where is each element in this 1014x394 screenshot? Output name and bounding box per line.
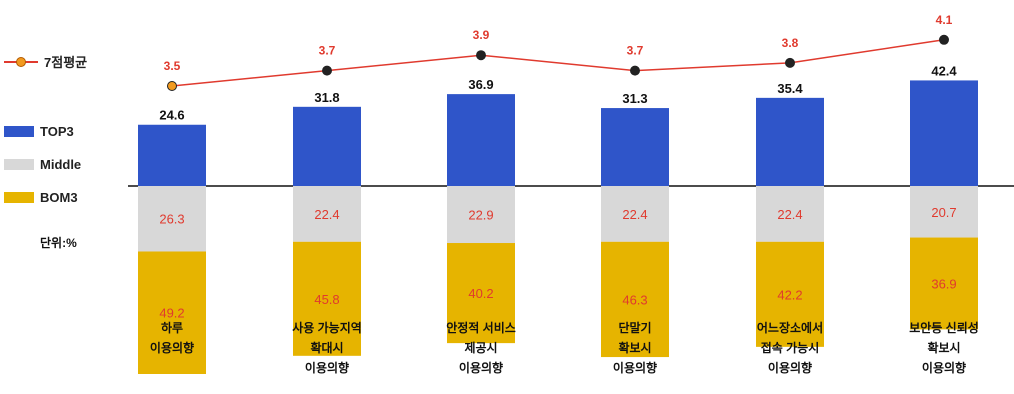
bar-middle: [293, 186, 361, 242]
category-label: 어느장소에서 접속 가능시 이용의향: [756, 321, 824, 375]
bar-bottom3: [447, 243, 515, 344]
label-bottom3: 36.9: [931, 276, 956, 291]
label-bottom3: 46.3: [622, 292, 647, 307]
unit-label: 단위:%: [40, 236, 77, 250]
legend-bottom3-swatch: [4, 192, 34, 203]
legend-top3-label: TOP3: [40, 124, 74, 139]
bar-bottom3: [756, 241, 824, 347]
average-point: [939, 34, 949, 45]
average-point: [785, 57, 795, 68]
label-bottom3: 45.8: [314, 292, 339, 307]
average-label: 4.1: [936, 13, 953, 27]
label-bottom3: 42.2: [777, 287, 802, 302]
bar-top3: [910, 80, 978, 186]
bar-bottom3: [910, 237, 978, 330]
category-label: 하루 이용의향: [149, 321, 195, 355]
label-top3: 42.4: [931, 63, 957, 78]
average-point: [630, 65, 640, 76]
average-label: 3.7: [627, 44, 644, 58]
legend-item-middle: Middle: [4, 157, 81, 172]
bar-top3: [138, 124, 206, 186]
legend-item-top3: TOP3: [4, 124, 74, 139]
legend-item-line: 7점평균: [4, 52, 87, 71]
average-label: 3.8: [782, 36, 799, 50]
average-point: [167, 81, 177, 91]
bar-bottom3: [293, 241, 361, 356]
label-middle: 22.4: [622, 207, 647, 222]
bar-middle: [601, 186, 669, 242]
legend-item-bottom3: BOM3: [4, 190, 78, 205]
average-label: 3.7: [319, 44, 336, 58]
legend-line-label: 7점평균: [44, 55, 88, 70]
bar-top3: [601, 108, 669, 186]
category-label: 단말기 확보시 이용의향: [612, 321, 658, 375]
legend-top3-swatch: [4, 126, 34, 137]
legend-line-marker: [4, 56, 38, 68]
bar-middle: [756, 186, 824, 242]
legend-middle-label: Middle: [40, 157, 82, 172]
average-label: 3.9: [473, 28, 490, 42]
bar-top3: [293, 106, 361, 186]
average-point: [322, 65, 332, 76]
label-top3: 31.8: [314, 90, 339, 105]
label-middle: 22.4: [314, 207, 339, 222]
average-point: [476, 50, 486, 61]
label-top3: 31.3: [622, 91, 647, 106]
label-middle: 22.9: [468, 208, 493, 223]
label-top3: 24.6: [159, 108, 184, 123]
category-label: 보안등 신뢰성 확보시 이용의향: [909, 321, 979, 375]
label-middle: 22.4: [777, 207, 802, 222]
label-bottom3: 40.2: [468, 286, 493, 301]
bar-bottom3: [601, 241, 669, 358]
legend-middle-swatch: [4, 159, 34, 170]
average-label: 3.5: [164, 59, 181, 73]
bar-bottom3: [138, 251, 206, 374]
bar-top3: [447, 94, 515, 186]
legend-bottom3-label: BOM3: [40, 190, 78, 205]
category-label: 사용 가능지역 확대시 이용의향: [292, 321, 362, 375]
label-middle: 26.3: [159, 212, 184, 227]
label-top3: 35.4: [777, 81, 803, 96]
bar-middle: [447, 186, 515, 244]
bar-middle: [138, 186, 206, 252]
label-bottom3: 49.2: [159, 306, 184, 321]
average-line: [171, 39, 945, 87]
category-label: 안정적 서비스 제공시 이용의향: [446, 321, 516, 375]
label-middle: 20.7: [931, 205, 956, 220]
label-top3: 36.9: [468, 77, 493, 92]
bar-top3: [756, 97, 824, 186]
bar-middle: [910, 186, 978, 238]
